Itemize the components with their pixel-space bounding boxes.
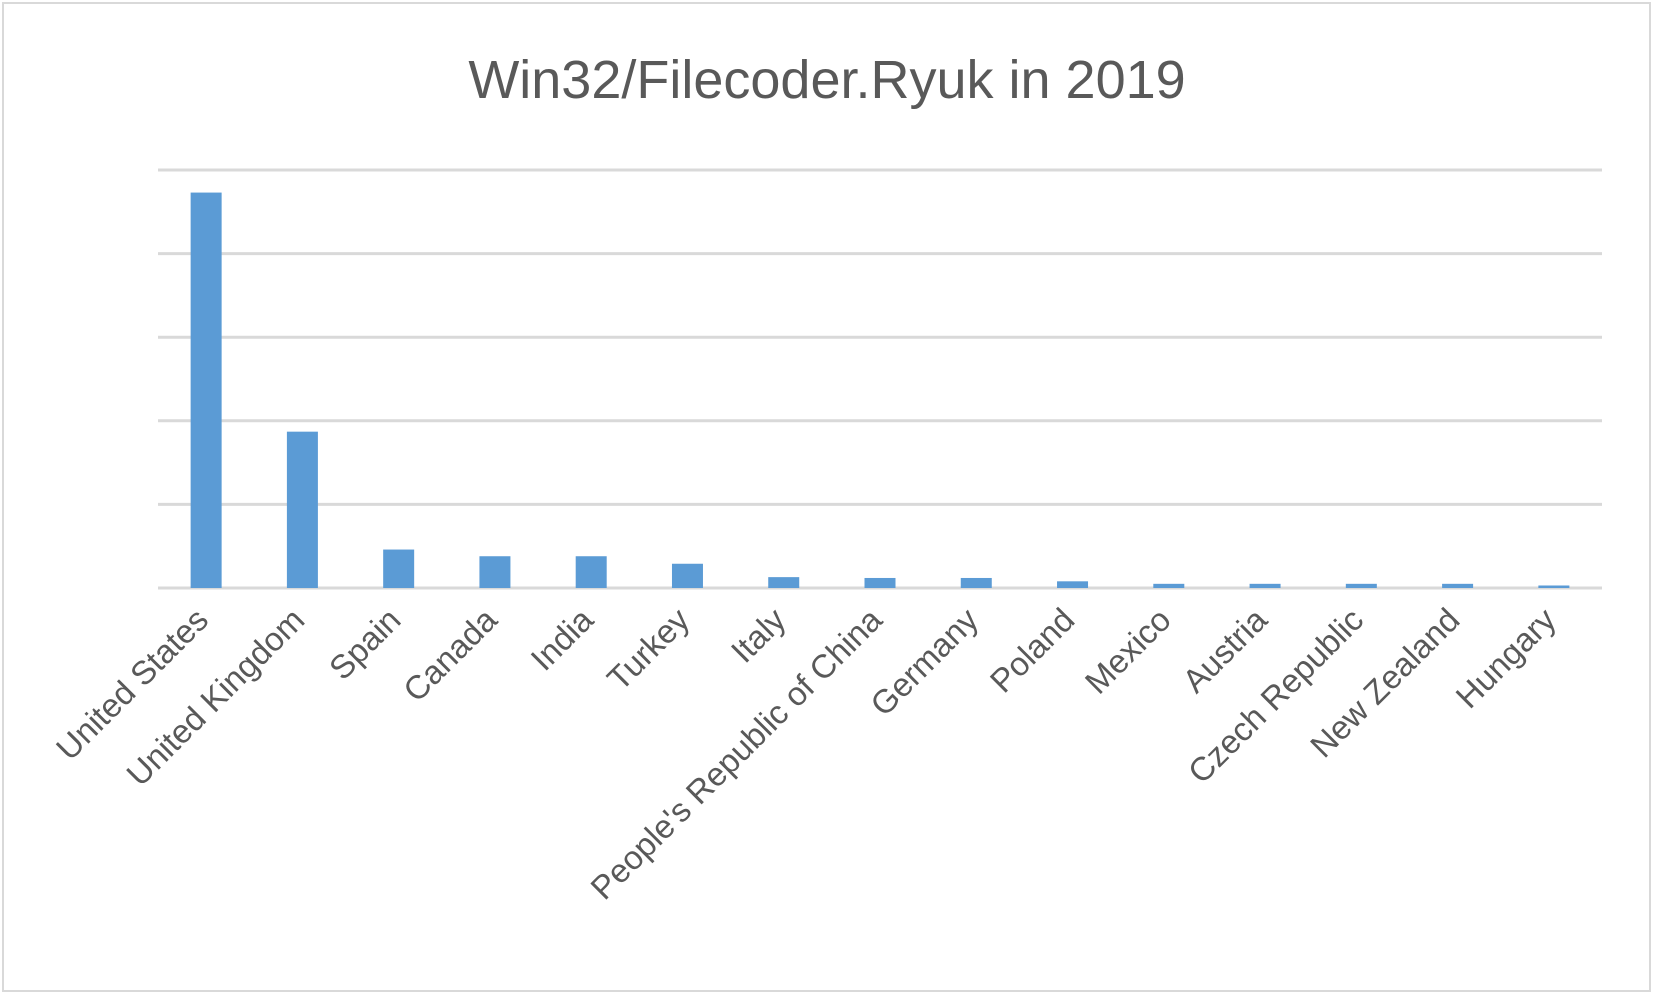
bars xyxy=(190,192,1570,588)
bar xyxy=(1057,581,1089,588)
bar xyxy=(768,577,800,588)
bar xyxy=(575,556,607,588)
category-label: Turkey xyxy=(600,600,697,697)
bar xyxy=(190,192,222,588)
bar xyxy=(671,563,703,588)
bar xyxy=(1538,585,1570,588)
bar xyxy=(1249,583,1281,588)
category-label: Canada xyxy=(396,600,504,708)
category-label: Spain xyxy=(322,601,408,687)
category-label: Germany xyxy=(863,600,985,722)
category-label: India xyxy=(523,600,600,677)
bar xyxy=(383,549,415,588)
bar xyxy=(1153,583,1185,588)
chart-title: Win32/Filecoder.Ryuk in 2019 xyxy=(468,50,1185,110)
category-label: Italy xyxy=(724,600,793,669)
category-label: Hungary xyxy=(1448,600,1563,715)
bar xyxy=(960,577,992,588)
category-label: Mexico xyxy=(1078,601,1178,701)
gridlines xyxy=(158,168,1602,590)
category-label: Poland xyxy=(983,601,1082,700)
bar xyxy=(864,577,896,588)
category-label: Czech Republic xyxy=(1181,601,1371,791)
bar xyxy=(479,556,511,588)
bar xyxy=(1345,583,1377,588)
bar xyxy=(286,431,318,588)
bar xyxy=(1442,583,1474,588)
category-label: United Kingdom xyxy=(119,601,311,793)
